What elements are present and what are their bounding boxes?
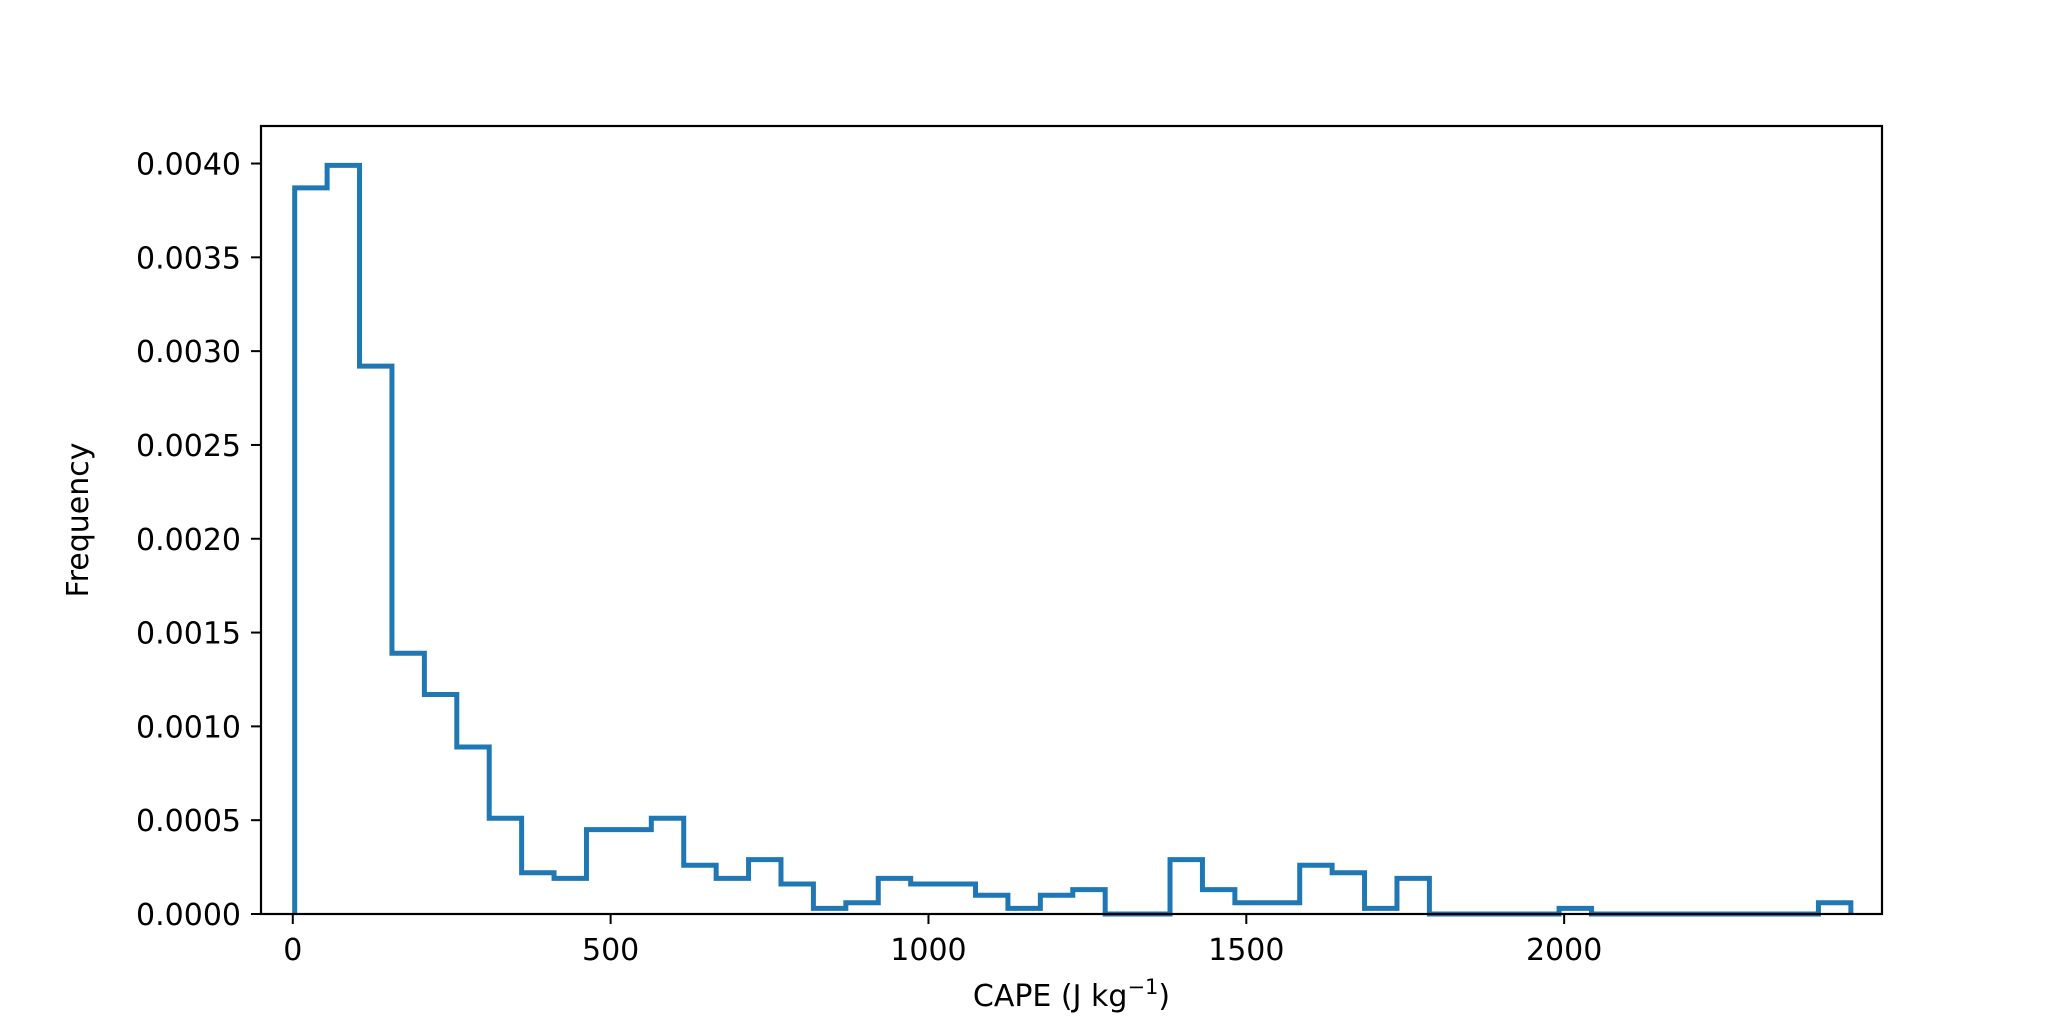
y-tick-label: 0.0000	[136, 898, 241, 933]
y-tick-label: 0.0010	[136, 710, 241, 745]
x-axis-label-main: CAPE (J kg	[973, 979, 1128, 1014]
x-tick-label: 500	[582, 933, 639, 968]
x-tick-label: 2000	[1526, 933, 1602, 968]
y-tick-label: 0.0020	[136, 523, 241, 558]
x-axis-label: CAPE (J kg−1)	[973, 975, 1170, 1014]
x-axis-label-exponent: −1	[1127, 975, 1158, 999]
x-axis-ticks: 0 500 1000 1500 2000	[283, 914, 1602, 968]
histogram-step-layer	[292, 162, 1854, 917]
x-axis-label-suffix: )	[1158, 979, 1170, 1014]
y-tick-label: 0.0035	[136, 241, 241, 276]
y-tick-label: 0.0005	[136, 804, 241, 839]
y-tick-label: 0.0015	[136, 617, 241, 652]
y-axis-label: Frequency	[61, 443, 96, 598]
x-tick-label: 0	[283, 933, 302, 968]
plot-area-frame	[259, 124, 1884, 916]
y-axis-ticks: 0.0000 0.0005 0.0010 0.0015 0.0020 0.0025 0.00…	[136, 148, 261, 933]
y-tick-label: 0.0040	[136, 148, 241, 183]
y-tick-label: 0.0025	[136, 429, 241, 464]
y-tick-label: 0.0030	[136, 335, 241, 370]
histogram-step-line	[292, 162, 1854, 917]
x-tick-label: 1000	[890, 933, 966, 968]
x-tick-label: 1500	[1208, 933, 1284, 968]
